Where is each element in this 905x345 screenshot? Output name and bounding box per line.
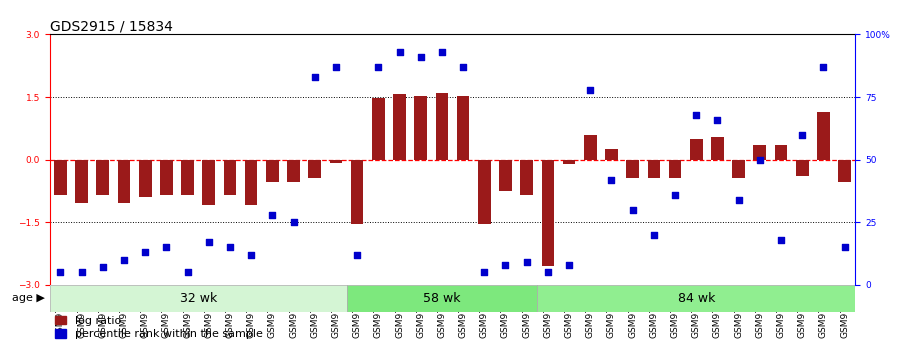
Bar (309, 159, 321, 178)
Text: GDS2915 / 15834: GDS2915 / 15834 (50, 19, 173, 33)
Point (689, 112, 703, 117)
Bar (244, 159, 258, 205)
Bar (372, 98, 385, 159)
Bar (414, 96, 427, 159)
Bar (478, 159, 491, 224)
Bar (541, 159, 554, 266)
Point (74, 269, 89, 275)
Point (477, 269, 491, 275)
Text: 32 wk: 32 wk (179, 292, 217, 305)
FancyBboxPatch shape (50, 285, 347, 312)
Point (392, 49, 406, 55)
Point (265, 212, 280, 217)
Point (540, 269, 555, 275)
Point (837, 244, 852, 250)
Point (53, 269, 68, 275)
Bar (181, 159, 194, 195)
Point (350, 252, 365, 257)
Point (519, 259, 534, 265)
FancyBboxPatch shape (347, 285, 538, 312)
Bar (97, 159, 110, 195)
Bar (626, 159, 639, 178)
Bar (203, 159, 215, 205)
Point (243, 252, 259, 257)
Bar (54, 159, 67, 195)
Bar (732, 159, 745, 178)
Point (456, 64, 471, 70)
Bar (75, 159, 88, 203)
Text: 58 wk: 58 wk (424, 292, 461, 305)
Text: 84 wk: 84 wk (678, 292, 715, 305)
Point (434, 49, 449, 55)
Point (117, 257, 131, 262)
Bar (118, 159, 130, 203)
Point (605, 177, 619, 182)
Text: age ▶: age ▶ (13, 294, 45, 303)
Point (795, 132, 809, 137)
Bar (584, 135, 596, 159)
FancyBboxPatch shape (538, 285, 855, 312)
Point (414, 54, 428, 60)
Point (180, 269, 195, 275)
Bar (500, 159, 512, 191)
Point (159, 244, 174, 250)
Bar (287, 159, 300, 183)
Bar (435, 93, 448, 159)
Point (731, 197, 746, 202)
Bar (563, 159, 576, 164)
Bar (838, 159, 851, 183)
Bar (224, 159, 236, 195)
Bar (520, 159, 533, 195)
Point (583, 87, 597, 92)
Point (499, 262, 513, 267)
Point (774, 237, 788, 242)
Bar (754, 145, 767, 159)
Bar (393, 94, 405, 159)
Bar (457, 96, 470, 159)
Bar (329, 159, 342, 163)
Bar (795, 159, 808, 176)
Point (710, 117, 725, 122)
Point (286, 219, 300, 225)
Bar (690, 139, 702, 159)
Point (329, 64, 343, 70)
Point (562, 262, 576, 267)
Bar (266, 159, 279, 183)
Point (308, 74, 322, 80)
Point (646, 232, 661, 237)
Point (816, 64, 831, 70)
Legend: log ratio, percentile rank within the sample: log ratio, percentile rank within the sa… (55, 316, 263, 339)
Bar (775, 145, 787, 159)
Bar (138, 159, 151, 197)
Point (753, 157, 767, 162)
Point (96, 264, 110, 270)
Bar (647, 159, 661, 178)
Point (371, 64, 386, 70)
Point (625, 207, 640, 212)
Point (223, 244, 237, 250)
Bar (669, 159, 681, 178)
Point (202, 239, 216, 245)
Bar (605, 149, 618, 159)
Bar (711, 137, 724, 159)
Point (668, 192, 682, 197)
Bar (160, 159, 173, 195)
Point (138, 249, 152, 255)
Bar (817, 112, 830, 159)
Bar (351, 159, 364, 224)
